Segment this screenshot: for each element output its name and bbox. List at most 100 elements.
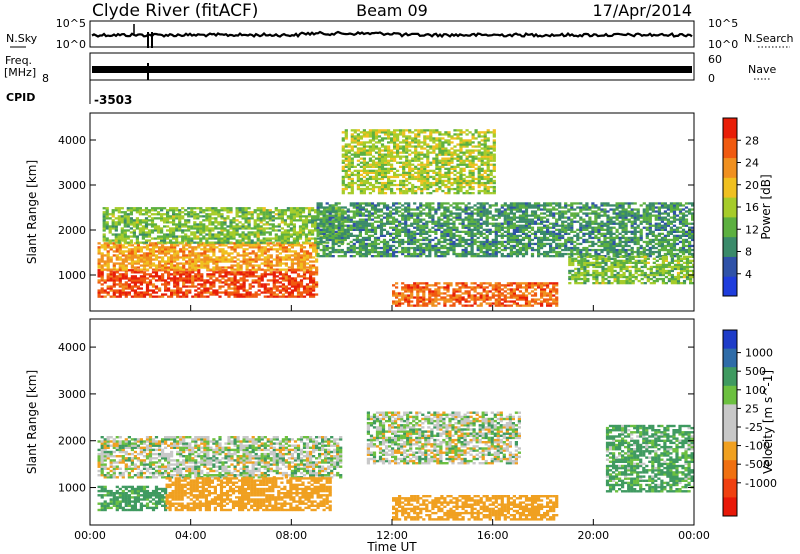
range-gate-cell	[123, 225, 127, 228]
range-gate-cell	[200, 275, 204, 278]
range-gate-cell	[172, 231, 176, 234]
range-gate-cell	[546, 242, 550, 246]
range-gate-cell	[325, 218, 329, 221]
range-gate-cell	[256, 233, 260, 236]
range-gate-cell	[334, 230, 338, 233]
range-gate-cell	[284, 273, 288, 276]
range-gate-cell	[147, 229, 152, 232]
range-gate-cell	[422, 286, 426, 289]
range-gate-cell	[118, 250, 122, 253]
range-gate-cell	[251, 275, 255, 278]
range-gate-cell	[289, 235, 293, 238]
range-gate-cell	[491, 214, 495, 217]
range-gate-cell	[158, 248, 162, 251]
range-gate-cell	[642, 220, 646, 223]
range-gate-cell	[530, 218, 535, 221]
range-gate-cell	[428, 248, 432, 252]
range-gate-cell	[382, 252, 387, 256]
range-gate-cell	[570, 236, 574, 240]
range-gate-cell	[392, 220, 396, 223]
range-gate-cell	[594, 218, 598, 221]
range-gate-cell	[597, 224, 601, 227]
range-gate-cell	[235, 239, 239, 242]
range-gate-cell	[184, 223, 188, 226]
range-gate-cell	[467, 222, 471, 225]
range-gate-cell	[118, 277, 122, 280]
range-gate-cell	[410, 284, 414, 287]
range-gate-cell	[205, 233, 209, 236]
range-gate-cell	[370, 250, 375, 254]
range-gate-cell	[307, 231, 312, 234]
range-gate-cell	[425, 282, 429, 285]
range-gate-cell	[299, 254, 304, 257]
range-gate-cell	[238, 241, 242, 244]
range-gate-cell	[618, 214, 622, 217]
range-gate-cell	[461, 202, 465, 205]
range-gate-cell	[299, 264, 304, 267]
range-gate-cell	[558, 244, 562, 248]
range-gate-cell	[158, 264, 162, 267]
range-gate-cell	[135, 241, 139, 244]
range-gate-cell	[161, 260, 165, 263]
range-gate-cell	[194, 268, 198, 271]
range-gate-cell	[512, 204, 516, 207]
range-gate-cell	[524, 214, 529, 217]
range-gate-cell	[167, 273, 171, 276]
range-gate-cell	[524, 216, 529, 219]
range-gate-cell	[494, 202, 498, 205]
range-gate-cell	[164, 279, 168, 282]
range-gate-cell	[407, 302, 411, 305]
range-gate-cell	[564, 248, 568, 252]
range-gate-cell	[283, 241, 287, 244]
range-gate-cell	[500, 204, 504, 207]
range-gate-cell	[106, 242, 110, 245]
range-gate-cell	[582, 234, 586, 237]
range-gate-cell	[370, 206, 375, 209]
range-gate-cell	[370, 218, 375, 221]
range-gate-cell	[585, 252, 589, 256]
range-gate-cell	[238, 211, 242, 214]
range-gate-cell	[573, 246, 577, 250]
range-gate-cell	[627, 220, 631, 223]
range-gate-cell	[549, 212, 553, 215]
range-gate-cell	[479, 244, 483, 248]
range-gate-cell	[633, 234, 637, 237]
range-gate-cell	[340, 216, 344, 219]
range-gate-cell	[284, 250, 288, 253]
range-gate-cell	[209, 258, 213, 261]
range-gate-cell	[603, 240, 607, 244]
range-gate-cell	[172, 221, 176, 224]
range-gate-cell	[636, 230, 640, 233]
range-gate-cell	[524, 286, 529, 289]
range-gate-cell	[208, 231, 212, 234]
range-gate-cell	[325, 234, 329, 237]
range-gate-cell	[309, 271, 313, 274]
range-gate-cell	[428, 288, 432, 291]
range-gate-cell	[386, 246, 390, 250]
range-gate-cell	[280, 233, 284, 236]
range-gate-cell	[151, 250, 156, 253]
range-gate-cell	[570, 238, 574, 242]
range-gate-cell	[416, 296, 420, 299]
range-gate-cell	[295, 231, 300, 234]
range-gate-cell	[322, 232, 326, 235]
range-gate-cell	[422, 230, 426, 233]
range-gate-cell	[242, 250, 246, 253]
range-gate-cell	[540, 242, 544, 246]
range-gate-cell	[618, 244, 622, 248]
range-gate-cell	[549, 248, 553, 252]
range-gate-cell	[524, 284, 529, 287]
range-gate-cell	[254, 260, 258, 263]
range-gate-cell	[286, 239, 290, 242]
range-gate-cell	[645, 204, 649, 207]
range-gate-cell	[416, 206, 420, 209]
range-gate-cell	[470, 298, 474, 301]
range-gate-cell	[164, 268, 168, 271]
range-gate-cell	[618, 232, 622, 235]
range-gate-cell	[431, 304, 435, 307]
range-gate-cell	[512, 252, 516, 256]
range-gate-cell	[176, 264, 180, 267]
range-gate-cell	[314, 229, 318, 232]
range-gate-cell	[191, 277, 195, 280]
range-gate-cell	[230, 287, 234, 290]
